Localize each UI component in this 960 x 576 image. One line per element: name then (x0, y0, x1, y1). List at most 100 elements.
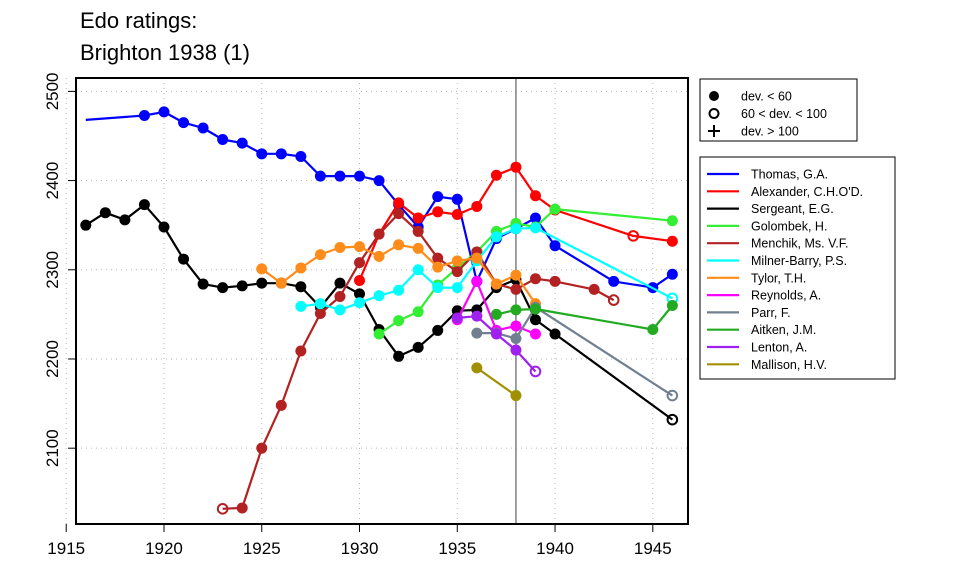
data-point (314, 170, 326, 182)
data-point (608, 275, 620, 287)
data-point (529, 314, 541, 326)
marker-legend-label: 60 < dev. < 100 (741, 107, 827, 121)
data-point (451, 282, 463, 294)
data-point (471, 327, 483, 339)
data-point (510, 332, 522, 344)
data-point (354, 297, 366, 309)
data-point-open (216, 503, 229, 515)
data-point (510, 283, 522, 295)
data-point (275, 277, 287, 289)
x-tick-label: 1920 (145, 539, 183, 558)
series-legend-box (699, 156, 896, 380)
data-point (666, 235, 678, 247)
data-point (666, 299, 678, 311)
data-point (529, 222, 541, 234)
data-point (256, 442, 268, 454)
data-point-open (529, 365, 542, 378)
x-tick-label: 1945 (634, 539, 672, 558)
data-point (393, 197, 405, 209)
series-legend: Thomas, G.A. Alexander, C.H.O'D. Sergeant,… (699, 156, 896, 380)
data-point (451, 208, 463, 220)
data-point (354, 241, 366, 253)
data-point (412, 242, 424, 254)
series-legend-label: Mallison, H.V. (751, 358, 827, 372)
chart-title-line-1: Edo ratings: (80, 8, 197, 33)
data-point (373, 175, 385, 187)
data-point (393, 208, 405, 220)
data-point (236, 502, 248, 514)
data-point (295, 300, 307, 312)
data-point (334, 277, 346, 289)
data-point (314, 249, 326, 261)
data-point (373, 328, 385, 340)
data-point (588, 283, 600, 295)
data-point (373, 228, 385, 240)
data-point (412, 225, 424, 237)
data-point (529, 212, 541, 224)
data-point (158, 221, 170, 233)
data-point (138, 199, 150, 211)
data-point (510, 304, 522, 316)
data-point (432, 282, 444, 294)
data-point (256, 277, 268, 289)
data-point (334, 241, 346, 253)
data-point (393, 284, 405, 296)
data-point (510, 269, 522, 281)
data-point (178, 117, 190, 129)
data-point (666, 268, 678, 280)
marker-legend-label: dev. > 100 (741, 125, 799, 139)
data-point (432, 252, 444, 264)
series-group (490, 299, 678, 336)
data-point (412, 264, 424, 276)
data-point (490, 308, 502, 320)
data-point (295, 281, 307, 293)
series-group (80, 199, 679, 426)
data-point (295, 150, 307, 162)
data-point (412, 306, 424, 318)
data-point (236, 137, 248, 149)
data-point (275, 399, 287, 411)
series-legend-label: Menchik, Ms. V.F. (751, 237, 849, 251)
data-point (217, 134, 229, 146)
data-point (275, 148, 287, 160)
series-layer (80, 106, 679, 515)
y-tick-label: 2400 (43, 162, 62, 200)
data-point (412, 212, 424, 224)
data-point (510, 320, 522, 332)
data-point (510, 344, 522, 356)
data-point (490, 169, 502, 181)
series-group (295, 222, 679, 316)
data-point (549, 240, 561, 252)
data-point (256, 148, 268, 160)
data-point (549, 275, 561, 287)
data-point (432, 191, 444, 203)
data-point (451, 266, 463, 278)
data-point (314, 298, 326, 310)
data-point (529, 273, 541, 285)
x-tick-label: 1940 (536, 539, 574, 558)
data-point (471, 362, 483, 374)
data-point (490, 328, 502, 340)
data-point (314, 307, 326, 319)
data-point (256, 263, 268, 275)
series-group (216, 208, 620, 515)
marker-legend-symbol (708, 108, 720, 119)
data-point-open (627, 230, 640, 242)
x-tick-label: 1930 (341, 539, 379, 558)
data-point (393, 315, 405, 327)
data-point (119, 214, 131, 226)
data-point (432, 261, 444, 273)
data-point (432, 324, 444, 336)
series-legend-label: Milner-Barry, P.S. (751, 254, 847, 268)
data-point (178, 253, 190, 265)
data-point (647, 324, 659, 336)
data-point (510, 161, 522, 173)
data-point (354, 170, 366, 182)
y-tick-label: 2300 (43, 251, 62, 289)
series-line (222, 212, 615, 510)
data-point (490, 278, 502, 290)
axes: 1915 1920 1925 1930 1935 1940 1945 2100 2200 2300… (43, 72, 672, 558)
data-point (354, 288, 366, 300)
series-legend-label: Alexander, C.H.O'D. (751, 185, 863, 199)
data-point (393, 239, 405, 251)
